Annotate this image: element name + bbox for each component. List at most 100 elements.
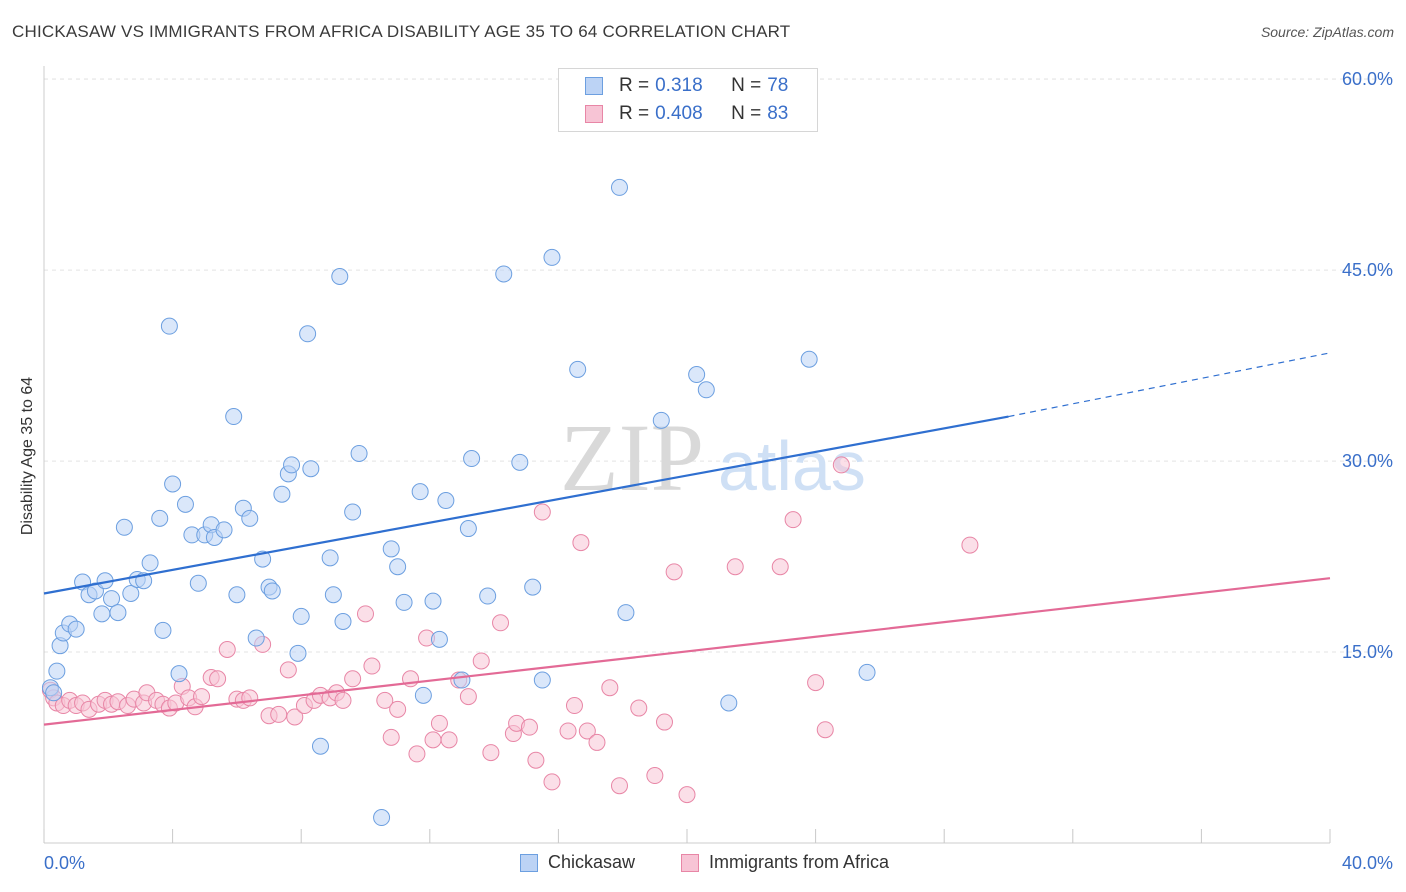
data-point (389, 700, 407, 718)
data-point (726, 558, 744, 576)
data-point (344, 670, 362, 688)
series-chickasaw-points (41, 178, 876, 827)
data-point (520, 718, 538, 736)
y-tick-label: 15.0% (1342, 642, 1393, 662)
data-point (437, 492, 455, 510)
data-point (193, 688, 211, 706)
data-point (463, 450, 481, 468)
legend-r-value: 0.318 (655, 75, 703, 96)
data-point (588, 733, 606, 751)
data-point (411, 483, 429, 501)
trend-line-chickasaw (43, 415, 1009, 595)
data-point (273, 485, 291, 503)
data-point (807, 674, 825, 692)
x-max-label: 40.0% (1342, 853, 1393, 873)
data-point (279, 661, 297, 679)
data-point (424, 731, 442, 749)
data-point (382, 728, 400, 746)
data-point (527, 751, 545, 769)
data-point (115, 518, 133, 536)
data-point (363, 657, 381, 675)
data-point (45, 684, 63, 702)
data-point (302, 460, 320, 478)
data-point (617, 604, 635, 622)
data-point (961, 536, 979, 554)
data-point (209, 670, 227, 688)
data-point (176, 495, 194, 513)
legend: R = 0.318 N = 78 R = 0.408 N = 83 (558, 68, 818, 132)
data-point (479, 587, 497, 605)
data-point (67, 620, 85, 638)
y-tick-label: 30.0% (1342, 451, 1393, 471)
data-point (228, 586, 246, 604)
data-point (524, 578, 542, 596)
data-point (630, 699, 648, 717)
data-point (655, 713, 673, 731)
data-point (688, 366, 706, 384)
data-point (321, 549, 339, 567)
data-point (334, 612, 352, 630)
legend-n-label: N = (731, 103, 762, 124)
data-point (572, 534, 590, 552)
data-point (109, 604, 127, 622)
data-point (225, 408, 243, 426)
data-point (331, 267, 349, 285)
data-point (559, 722, 577, 740)
legend-r-value: 0.408 (655, 103, 703, 124)
data-point (48, 662, 66, 680)
data-point (511, 453, 529, 471)
trend-line-immigrants (43, 577, 1331, 726)
data-point (771, 558, 789, 576)
axes (43, 66, 1331, 844)
chart-title: CHICKASAW VS IMMIGRANTS FROM AFRICA DISA… (12, 22, 791, 41)
legend-row-chickasaw: R = 0.318 N = 78 (585, 73, 788, 99)
data-point (440, 731, 458, 749)
data-point (299, 325, 317, 343)
data-point (292, 607, 310, 625)
legend-n-value: 78 (767, 75, 789, 96)
data-point (430, 714, 448, 732)
data-point (858, 663, 876, 681)
data-point (311, 737, 329, 755)
bottom-legend-chickasaw: Chickasaw (520, 852, 635, 873)
legend-swatch-blue (585, 77, 603, 95)
data-point (103, 590, 121, 608)
data-point (453, 671, 471, 689)
data-point (800, 350, 818, 368)
legend-n-label: N = (731, 75, 762, 96)
data-point (565, 697, 583, 715)
data-point (472, 652, 490, 670)
data-point (543, 773, 561, 791)
x-min-label: 0.0% (44, 853, 85, 873)
data-point (334, 691, 352, 709)
data-point (160, 317, 178, 335)
data-point (832, 456, 850, 474)
data-point (215, 521, 233, 539)
data-point (218, 640, 236, 658)
bottom-legend-label: Chickasaw (548, 852, 636, 872)
data-point (270, 705, 288, 723)
data-point (665, 563, 683, 581)
data-point (408, 745, 426, 763)
data-point (414, 686, 432, 704)
data-point (376, 691, 394, 709)
data-point (247, 629, 265, 647)
data-point (263, 582, 281, 600)
bottom-swatch-blue (520, 853, 538, 872)
source-label: Source: ZipAtlas.com (1260, 24, 1394, 40)
data-point (492, 614, 510, 632)
series-immigrants-points (41, 456, 979, 804)
data-point (816, 721, 834, 739)
data-point (373, 809, 391, 827)
data-point (389, 558, 407, 576)
data-point (495, 265, 513, 283)
data-point (543, 248, 561, 266)
y-tick-label: 60.0% (1342, 69, 1393, 89)
data-point (578, 722, 596, 740)
legend-r-label: R = (619, 103, 650, 124)
data-point (424, 592, 442, 610)
legend-r-label: R = (619, 75, 650, 96)
data-point (382, 540, 400, 558)
data-point (430, 630, 448, 648)
